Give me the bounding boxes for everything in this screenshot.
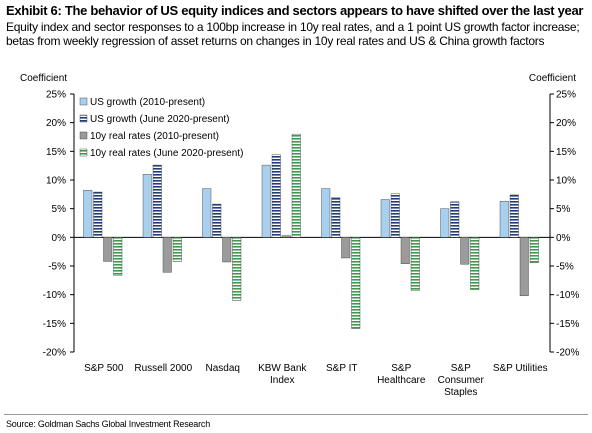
axes: 25% 25% 20% 20% 15% 15% 10% 10% 5% 5% 0% 0% -5% -5% -1… (20, 73, 579, 359)
y-tick-label-left: 0% (52, 233, 67, 244)
y-tick-label-right: 20% (556, 118, 576, 129)
bar-1 (261, 164, 271, 238)
bar-4 (529, 237, 539, 263)
y-tick-label-right: -5% (556, 262, 574, 273)
bar-1 (440, 208, 450, 238)
y-tick-label-right: -20% (556, 348, 579, 359)
legend-label-3: 10y real rates (2010-present) (90, 131, 219, 142)
bar-4 (351, 237, 361, 329)
category-label: S&P Consumer Staples (438, 363, 485, 398)
bar-1 (83, 190, 93, 238)
y-tick-label-right: -10% (556, 290, 579, 301)
bar-4 (291, 133, 301, 238)
bar-1 (321, 188, 331, 238)
bar-3 (400, 237, 410, 264)
y-tick-label-right: 0% (556, 233, 571, 244)
bar-2 (390, 193, 400, 238)
exhibit-subtitle: Equity index and sector responses to a 1… (6, 20, 580, 48)
footer-divider (4, 414, 588, 415)
bar-3 (281, 235, 291, 238)
category-label: KBW Bank Index (258, 363, 307, 386)
right-axis-title: Coefficient (529, 73, 576, 84)
bar-3 (519, 237, 529, 297)
y-tick-label-right: -15% (556, 319, 579, 330)
legend-label-1: US growth (2010-present) (90, 97, 205, 108)
legend-swatch-4 (79, 148, 88, 157)
bar-2 (509, 194, 519, 238)
category-label: Nasdaq (206, 363, 240, 374)
y-tick-label-right: 25% (556, 90, 576, 101)
bar-2 (331, 197, 341, 238)
bar-2 (271, 154, 281, 238)
bar-1 (380, 199, 390, 238)
bar-2 (450, 201, 460, 238)
legend-swatch-3 (79, 131, 88, 140)
bar-4 (232, 237, 242, 301)
category-label: S&P Healthcare (377, 363, 426, 386)
bar-1 (499, 201, 509, 238)
bar-3 (460, 237, 470, 265)
legend: US growth (2010-present) US growth (June … (79, 97, 243, 159)
y-tick-label-left: -15% (43, 319, 66, 330)
legend-label-2: US growth (June 2020-present) (90, 114, 230, 125)
y-tick-label-left: 15% (46, 147, 66, 158)
category-label: Russell 2000 (134, 363, 192, 374)
bars (83, 133, 539, 329)
bar-1 (142, 174, 152, 238)
y-tick-label-right: 15% (556, 147, 576, 158)
source-note: Source: Goldman Sachs Global Investment … (6, 419, 211, 429)
y-tick-label-left: -5% (48, 262, 66, 273)
bar-3 (103, 237, 113, 262)
category-label: S&P 500 (84, 363, 124, 374)
bar-1 (202, 188, 212, 238)
bar-3 (222, 237, 232, 263)
bar-4 (172, 237, 182, 262)
bar-2 (93, 191, 103, 238)
bar-3 (341, 237, 351, 259)
y-tick-label-left: -10% (43, 290, 66, 301)
category-labels: S&P 500 Russell 2000 Nasdaq KBW Bank Index S&… (84, 363, 548, 398)
legend-label-4: 10y real rates (June 2020-present) (90, 148, 243, 159)
y-tick-label-left: 5% (52, 204, 67, 215)
legend-swatch-1 (79, 97, 88, 106)
left-axis-title: Coefficient (20, 73, 67, 84)
bar-4 (410, 237, 420, 291)
legend-swatch-2 (79, 114, 88, 123)
y-tick-label-left: 10% (46, 176, 66, 187)
y-tick-label-left: 20% (46, 118, 66, 129)
y-tick-label-right: 10% (556, 176, 576, 187)
y-tick-label-left: -20% (43, 348, 66, 359)
y-tick-label-right: 5% (556, 204, 571, 215)
bar-4 (113, 237, 123, 276)
bar-4 (470, 237, 480, 290)
y-tick-label-left: 25% (46, 90, 66, 101)
bar-2 (212, 203, 222, 238)
exhibit-title: Exhibit 6: The behavior of US equity ind… (6, 3, 584, 18)
category-label: S&P IT (326, 363, 358, 374)
bar-2 (152, 164, 162, 238)
bar-3 (162, 237, 172, 273)
category-label: S&P Utilities (493, 363, 548, 374)
